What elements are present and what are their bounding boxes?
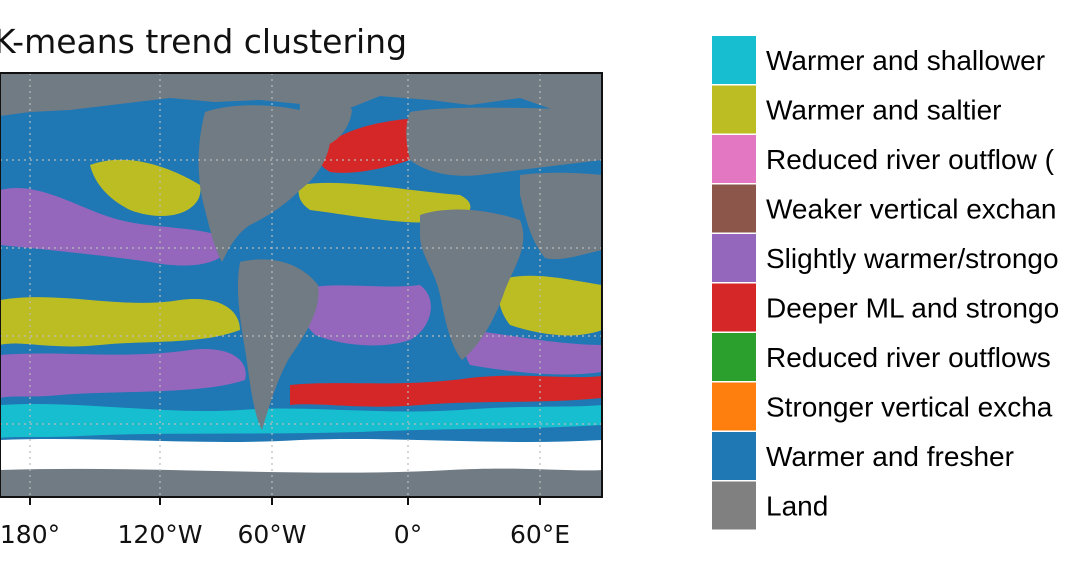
legend-label: Slightly warmer/strongo xyxy=(766,243,1059,274)
legend-label: Stronger vertical excha xyxy=(766,392,1053,423)
cluster-region xyxy=(0,187,230,266)
north-america xyxy=(198,105,331,262)
antarctica xyxy=(0,468,602,497)
legend-label: Warmer and fresher xyxy=(766,441,1014,472)
cluster-region xyxy=(498,275,602,336)
continents xyxy=(0,99,602,497)
x-tick-label: 0° xyxy=(394,520,422,549)
legend-swatch xyxy=(712,333,756,381)
cluster-region xyxy=(290,375,602,407)
south-america xyxy=(237,259,319,430)
cluster-region xyxy=(0,297,240,347)
legend-label: Land xyxy=(766,491,828,522)
legend-swatch xyxy=(712,184,756,233)
cluster-patches xyxy=(0,73,602,438)
map-title: K-means trend clustering xyxy=(0,22,407,61)
legend-swatch xyxy=(712,481,756,530)
legend-swatch xyxy=(712,432,756,480)
x-axis: 180° 120°W 60°W 0° 60°E xyxy=(0,497,570,549)
gridlines xyxy=(0,73,602,497)
cluster-region xyxy=(298,182,471,223)
greenland xyxy=(299,99,352,148)
map-panel xyxy=(0,73,602,497)
legend-swatch xyxy=(712,234,756,282)
cluster-region xyxy=(464,330,602,375)
x-tick-label: 60°W xyxy=(237,520,306,549)
legend-label: Reduced river outflow ( xyxy=(766,144,1055,175)
cluster-region xyxy=(0,349,246,398)
x-tick-label: 120°W xyxy=(118,520,203,549)
arctic-land xyxy=(0,73,602,116)
legend: Warmer and shallower Warmer and saltier Re… xyxy=(712,36,1059,530)
x-tick-label: 180° xyxy=(0,520,60,549)
legend-swatch xyxy=(712,36,756,84)
legend-swatch xyxy=(712,283,756,332)
africa xyxy=(420,209,524,360)
legend-label: Warmer and saltier xyxy=(766,95,1001,126)
x-tick-label: 60°E xyxy=(510,520,570,549)
legend-swatch xyxy=(712,85,756,134)
cluster-region xyxy=(90,159,201,216)
eurasia xyxy=(406,107,602,176)
cluster-region xyxy=(298,285,431,346)
map-frame xyxy=(0,72,603,498)
legend-label: Reduced river outflows xyxy=(766,342,1051,373)
legend-label: Deeper ML and strongo xyxy=(766,293,1059,324)
cluster-region xyxy=(318,118,433,173)
legend-label: Weaker vertical exchan xyxy=(766,194,1057,225)
legend-swatch xyxy=(712,135,756,183)
legend-label: Warmer and shallower xyxy=(766,45,1045,76)
cluster-region xyxy=(0,403,602,438)
legend-swatch xyxy=(712,382,756,431)
